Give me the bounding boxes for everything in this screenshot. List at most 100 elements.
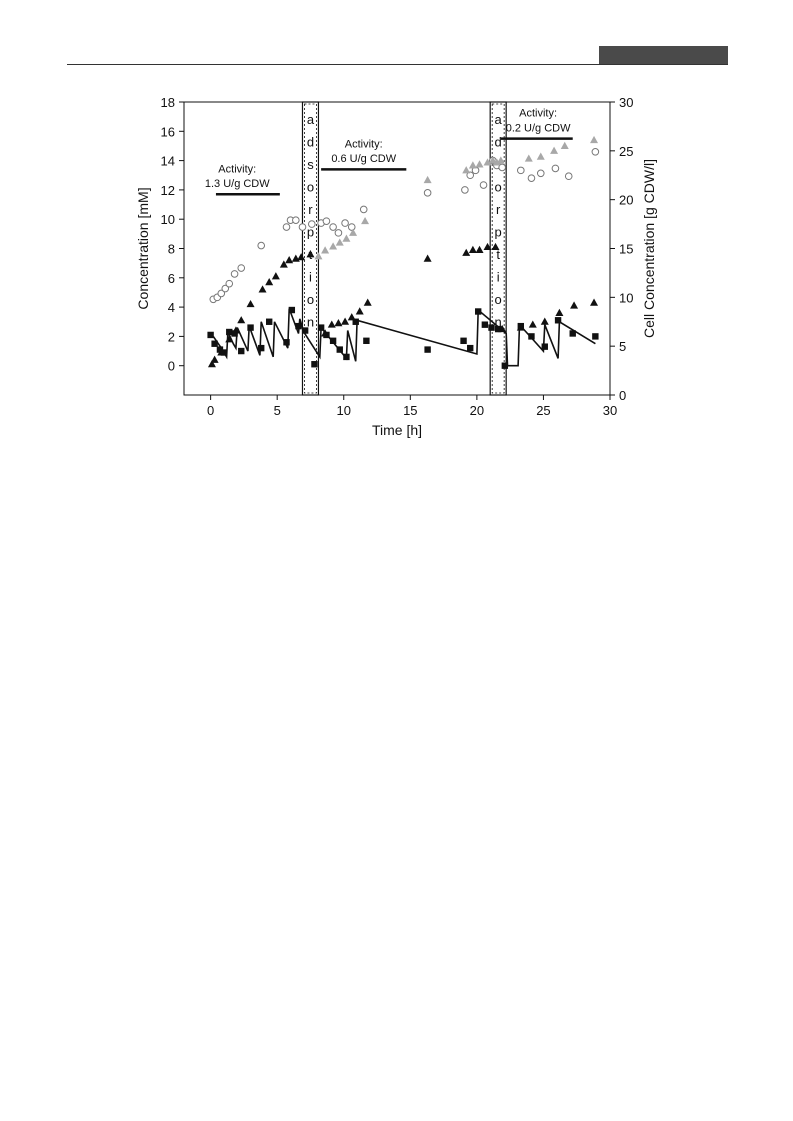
adsorption-box bbox=[301, 101, 320, 396]
header-rule bbox=[67, 64, 728, 65]
black-square-point bbox=[329, 337, 337, 344]
adsorption-letter: i bbox=[497, 270, 500, 285]
activity-label-line2: 0.2 U/g CDW bbox=[506, 122, 571, 134]
cell-conc-circle-point bbox=[423, 189, 432, 197]
gray-triangle-point bbox=[590, 135, 599, 144]
black-triangle-point bbox=[540, 317, 549, 325]
black-square-point bbox=[266, 318, 273, 325]
black-square-point bbox=[488, 324, 495, 331]
black-triangle-point bbox=[468, 245, 477, 253]
black-triangle-point bbox=[555, 308, 564, 316]
cell-conc-circle-point bbox=[466, 171, 475, 180]
y-tick-label: 2 bbox=[168, 329, 175, 344]
black-triangle-point bbox=[265, 277, 274, 286]
y2-tick-label: 30 bbox=[619, 95, 633, 110]
cell-conc-circle-point bbox=[527, 174, 536, 182]
cell-conc-circle-point bbox=[308, 220, 316, 228]
gray-triangle-point bbox=[321, 246, 330, 254]
cell-conc-circle-point bbox=[517, 166, 525, 175]
black-triangle-point bbox=[327, 320, 336, 328]
activity-label-line1: Activity: bbox=[519, 108, 557, 120]
black-square-point bbox=[541, 343, 548, 350]
gray-triangle-point bbox=[550, 146, 559, 154]
header-tab bbox=[599, 46, 728, 64]
black-triangle-point bbox=[570, 301, 579, 309]
y-tick-label: 0 bbox=[168, 359, 175, 374]
activity-label-line2: 1.3 U/g CDW bbox=[205, 178, 270, 190]
activity-label-line2: 0.6 U/g CDW bbox=[331, 153, 396, 165]
cell-conc-circle-point bbox=[225, 279, 234, 288]
black-triangle-point bbox=[297, 253, 306, 261]
x-tick-label: 25 bbox=[536, 403, 550, 418]
gray-triangle-point bbox=[361, 216, 370, 225]
y-tick-label: 10 bbox=[161, 212, 175, 227]
black-square-point bbox=[528, 333, 535, 340]
adsorption-letter: r bbox=[308, 202, 313, 217]
data-series bbox=[207, 135, 600, 369]
adsorption-letter: o bbox=[495, 292, 502, 307]
black-square-point bbox=[231, 330, 238, 337]
black-square-point bbox=[569, 330, 576, 337]
activity-label-line1: Activity: bbox=[218, 163, 256, 175]
adsorption-box-inner bbox=[304, 103, 317, 394]
black-triangle-point bbox=[475, 245, 484, 253]
adsorption-letter: s bbox=[307, 157, 314, 172]
black-triangle-point bbox=[334, 319, 343, 327]
cell-conc-circle-point bbox=[341, 219, 349, 227]
black-square-point bbox=[311, 361, 318, 368]
cell-conc-circle-point bbox=[334, 229, 343, 237]
y-tick-label: 12 bbox=[161, 183, 175, 198]
adsorption-letter: a bbox=[495, 112, 503, 127]
x-tick-label: 20 bbox=[470, 403, 484, 418]
gray-triangle-point bbox=[314, 252, 323, 260]
gray-triangle-point bbox=[468, 161, 477, 169]
black-triangle-point bbox=[210, 355, 219, 363]
adsorption-letter: i bbox=[309, 270, 312, 285]
cell-conc-circle-point bbox=[237, 264, 246, 272]
black-triangle-point bbox=[258, 285, 267, 293]
gray-triangle-point bbox=[462, 166, 471, 174]
cell-conc-circle-point bbox=[347, 223, 356, 231]
gray-triangle-point bbox=[560, 141, 569, 149]
adsorption-letter: n bbox=[307, 315, 314, 330]
black-square-point bbox=[207, 331, 214, 339]
black-square-point bbox=[554, 317, 562, 324]
adsorption-letter: d bbox=[307, 135, 314, 150]
adsorption-letter: o bbox=[307, 180, 314, 195]
adsorption-box-inner bbox=[491, 103, 505, 394]
adsorption-letter: a bbox=[307, 112, 315, 127]
gray-triangle-point bbox=[488, 156, 497, 164]
black-triangle-point bbox=[306, 250, 315, 258]
y-tick-label: 6 bbox=[168, 271, 175, 286]
gray-triangle-point bbox=[524, 154, 533, 162]
cell-conc-circle-point bbox=[461, 186, 469, 194]
gray-triangle-point bbox=[536, 152, 545, 160]
black-square-point bbox=[216, 346, 224, 353]
black-square-point bbox=[363, 337, 370, 344]
black-square-point bbox=[288, 306, 296, 314]
adsorption-letter: r bbox=[496, 202, 501, 217]
y-tick-label: 14 bbox=[161, 154, 175, 169]
black-square-point bbox=[258, 344, 265, 352]
activity-annotations: Activity: 1.3 U/g CDW Activity: 0.6 U/g CDW… bbox=[205, 108, 573, 196]
cell-conc-circle-point bbox=[498, 163, 506, 172]
gray-triangle-point bbox=[349, 228, 358, 236]
y2-tick-label: 10 bbox=[619, 290, 633, 305]
gray-triangle-point bbox=[329, 242, 338, 250]
black-triangle-point bbox=[285, 256, 294, 264]
black-triangle-point bbox=[590, 298, 599, 306]
cell-conc-circle-point bbox=[230, 270, 239, 278]
y-tick-label: 8 bbox=[168, 242, 175, 257]
black-triangle-point bbox=[207, 360, 216, 368]
black-square-point bbox=[424, 346, 431, 353]
adsorption-letter: p bbox=[307, 225, 314, 240]
black-square-point bbox=[238, 347, 245, 355]
y-axis-label: Concentration [mM] bbox=[135, 187, 151, 309]
black-square-point bbox=[283, 339, 290, 346]
x-tick-label: 5 bbox=[274, 403, 281, 418]
black-triangle-point bbox=[528, 320, 537, 328]
black-square-point bbox=[301, 327, 309, 334]
cell-conc-circle-point bbox=[221, 284, 230, 293]
adsorption-letter: d bbox=[495, 135, 502, 150]
black-triangle-point bbox=[237, 316, 246, 324]
